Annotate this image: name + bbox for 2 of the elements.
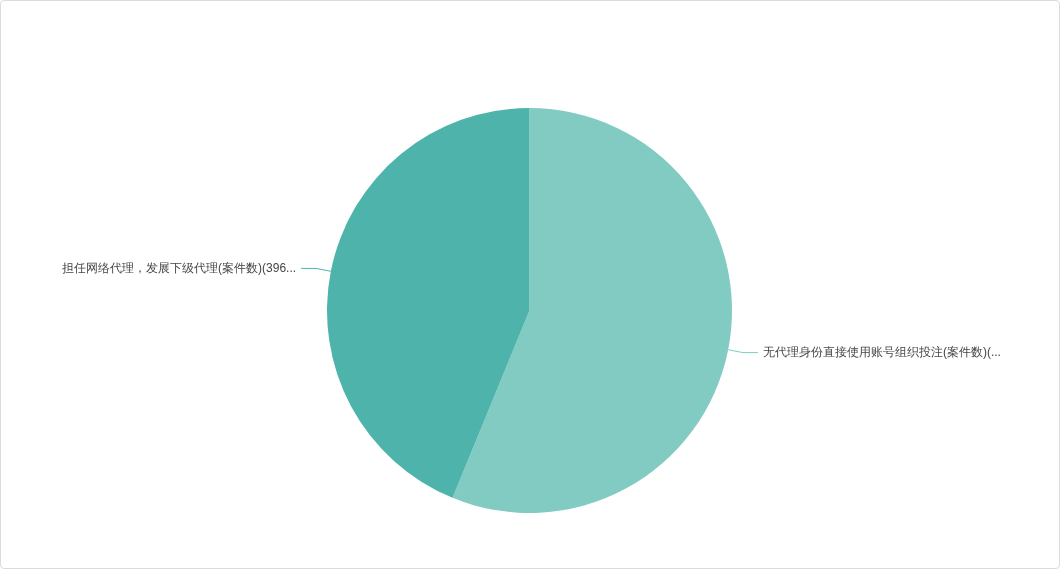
slice-label: 担任网络代理，发展下级代理(案件数)(396... <box>62 260 297 275</box>
slice-label: 无代理身份直接使用账号组织投注(案件数)(... <box>762 344 1001 359</box>
